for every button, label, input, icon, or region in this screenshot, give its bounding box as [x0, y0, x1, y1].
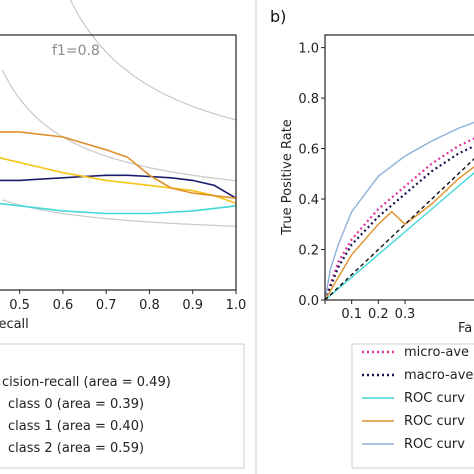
y-axis-label-b: True Positive Rate [280, 119, 295, 236]
legend-entry-b-1: macro-ave [404, 368, 473, 383]
legend-entry-b-4: ROC curv [404, 437, 465, 452]
x-ticks-b: 0.1 0.2 0.3 [324, 300, 416, 322]
iso-f1-curve [1, 69, 237, 182]
series-line-b-4 [325, 121, 474, 300]
plot-frame-b [324, 34, 474, 301]
x-tick-label-a: 0.5 [9, 298, 30, 313]
x-tick-label-a: 0.7 [96, 298, 117, 313]
y-tick-label-b: 0.0 [298, 294, 319, 309]
series-line-a-1 [0, 202, 237, 215]
series-line-b-2 [325, 172, 474, 300]
x-tick-label-b: 0.3 [395, 307, 416, 322]
panel-label-b: b) [270, 7, 286, 26]
y-tick-label-b: 0.4 [298, 193, 319, 208]
y-ticks-b: 0.0 0.2 0.4 0.6 0.8 1.0 [298, 42, 325, 309]
legend-entry-a-2: class 1 (area = 0.40) [8, 419, 144, 434]
series-group-a [0, 131, 237, 215]
x-tick-label-a: 0.9 [182, 298, 203, 313]
plot-frame-a [0, 34, 237, 291]
y-tick-label-b: 0.6 [298, 143, 319, 158]
series-line-b-1 [325, 144, 474, 300]
x-axis-label-b: Fa [458, 321, 472, 336]
y-tick-label-b: 0.2 [298, 244, 319, 259]
x-tick-label-b: 0.2 [368, 307, 389, 322]
legend-entry-b-2: ROC curv [404, 391, 465, 406]
x-axis-label-a: Recall [0, 317, 29, 332]
iso-f1-curve [2, 199, 237, 227]
series-line-b-3 [325, 166, 474, 300]
legend-a: cision-recall (area = 0.49) class 0 (area… [2, 375, 171, 456]
series-line-b-5 [325, 158, 474, 300]
x-tick-label-a: 0.8 [139, 298, 160, 313]
panel-b: b) 0.0 0.2 0.4 0.6 0.8 1.0 0.1 0.2 0.3 True Pos… [270, 7, 474, 469]
series-line-a-3 [0, 131, 237, 199]
x-ticks-a: 0.5 0.6 0.7 0.8 0.9 1.0 [9, 290, 246, 313]
series-group-b [325, 121, 474, 300]
x-tick-label-a: 1.0 [226, 298, 247, 313]
legend-entry-a-0: cision-recall (area = 0.49) [2, 375, 171, 390]
y-tick-label-b: 0.8 [298, 92, 319, 107]
legend-entry-a-1: class 0 (area = 0.39) [8, 397, 144, 412]
legend-box-a [0, 343, 245, 469]
iso-f1-label: f1=0.8 [52, 43, 100, 59]
panel-a: f1=0.8 0.5 0.6 0.7 0.8 0.9 1.0 Recall cision-… [0, 0, 246, 469]
y-tick-label-b: 1.0 [298, 42, 319, 57]
iso-f1-curve [69, 0, 237, 121]
x-tick-label-b: 0.1 [341, 307, 362, 322]
series-line-a-0 [0, 174, 237, 199]
legend-box-b [351, 343, 474, 469]
x-tick-label-a: 0.6 [53, 298, 74, 313]
legend-b: micro-ave macro-ave ROC curv ROC curv ROC cu… [362, 345, 473, 452]
series-line-a-2 [0, 157, 237, 205]
legend-entry-b-3: ROC curv [404, 414, 465, 429]
legend-entry-b-0: micro-ave [404, 345, 469, 360]
legend-entry-a-3: class 2 (area = 0.59) [8, 441, 144, 456]
series-line-b-0 [325, 137, 474, 300]
